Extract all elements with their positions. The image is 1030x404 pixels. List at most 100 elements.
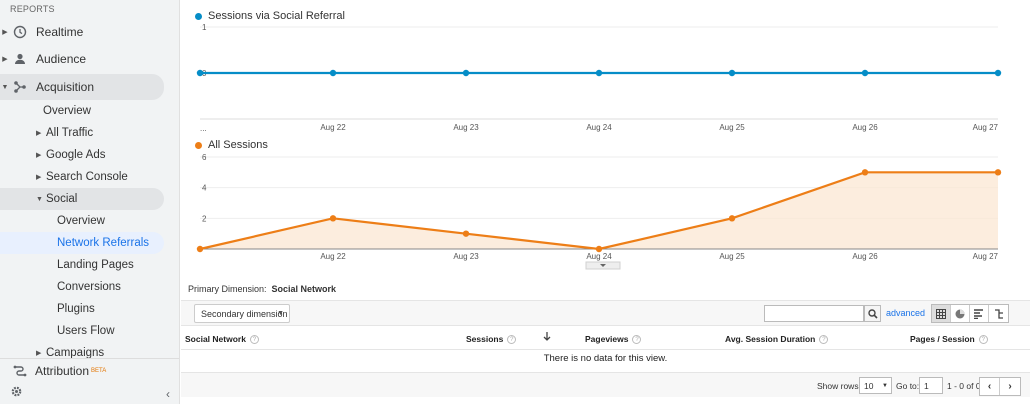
legend-label: Sessions via Social Referral (208, 10, 345, 22)
sidebar-item-realtime[interactable]: ▶ Realtime (0, 20, 164, 44)
caret-right-icon: ▶ (36, 152, 42, 159)
sidebar-item-campaigns[interactable]: ▶ Campaigns (36, 342, 104, 364)
gear-icon[interactable] (10, 385, 23, 403)
sidebar-item-landing-pages[interactable]: Landing Pages (57, 254, 134, 276)
acquisition-icon (10, 79, 30, 95)
pie-view-icon[interactable] (951, 305, 970, 322)
chevron-down-icon (600, 264, 606, 267)
attribution-icon (10, 364, 30, 378)
data-point (861, 169, 869, 176)
sidebar-item-conversions[interactable]: Conversions (57, 276, 121, 298)
y-tick-label: 2 (202, 214, 207, 223)
goto-label: Go to: (896, 381, 920, 391)
sidebar-item-social[interactable]: ▼ Social (0, 188, 164, 210)
help-icon[interactable]: ? (507, 334, 517, 344)
column-header-pages-per-session[interactable]: Pages / Session? (910, 334, 988, 344)
pivot-view-icon[interactable] (989, 305, 1008, 322)
sidebar-item-label: Conversions (57, 281, 121, 293)
sidebar-item-label: Acquisition (36, 80, 95, 94)
legend-dot (195, 141, 202, 149)
caret-right-icon: ▶ (2, 29, 8, 36)
x-tick-label: Aug 26 (852, 123, 878, 132)
sidebar-item-acquisition[interactable]: ▼ Acquisition (0, 74, 164, 100)
primary-dimension-label: Primary Dimension: (188, 284, 267, 294)
secondary-dimension-label: Secondary dimension (201, 308, 288, 319)
y-tick-label: 1 (202, 23, 207, 32)
next-page-icon[interactable]: › (1008, 381, 1012, 392)
sidebar-item-network-referrals[interactable]: Network Referrals (0, 232, 164, 254)
table-controls: Secondary dimension ▼ advanced (181, 300, 1030, 326)
caret-down-icon: ▼ (1, 83, 9, 91)
sidebar-item-search-console[interactable]: ▶ Search Console (36, 166, 128, 188)
collapse-sidebar-icon[interactable]: ‹ (166, 387, 170, 401)
data-point (994, 69, 1002, 77)
data-point (462, 230, 470, 237)
sidebar: REPORTS ▶ Realtime ▶ Audience ▼ Acquisit… (0, 0, 180, 404)
bottom-chart-legend[interactable]: All Sessions (195, 139, 268, 151)
sidebar-item-label: Overview (43, 105, 91, 117)
primary-dimension-value[interactable]: Social Network (271, 284, 337, 294)
sidebar-item-label: Google Ads (46, 149, 106, 161)
sidebar-item-users-flow[interactable]: Users Flow (57, 320, 115, 342)
sidebar-item-attribution[interactable]: Attribution BETA (0, 358, 179, 382)
search-icon[interactable] (864, 305, 881, 322)
x-tick-label: Aug 27 (973, 123, 999, 132)
top-chart-legend[interactable]: Sessions via Social Referral (195, 10, 345, 22)
caret-right-icon: ▶ (2, 56, 8, 63)
chevron-down-icon: ▼ (882, 382, 888, 389)
clock-icon (10, 24, 30, 40)
table-view-icon[interactable] (932, 305, 951, 322)
search-input[interactable] (764, 305, 864, 322)
x-tick-label: Aug 25 (719, 252, 745, 261)
pager: ‹ › (979, 377, 1021, 396)
sidebar-item-all-traffic[interactable]: ▶ All Traffic (36, 122, 93, 144)
sidebar-footer: ‹ (0, 384, 179, 404)
x-tick-label: Aug 26 (852, 252, 878, 261)
x-tick-label: Aug 27 (973, 252, 999, 261)
help-icon[interactable]: ? (249, 334, 259, 344)
column-header-pageviews[interactable]: Pageviews? (585, 334, 642, 344)
x-tick-label: Aug 22 (320, 123, 346, 132)
sidebar-item-label: Attribution (35, 363, 90, 378)
help-icon[interactable]: ? (819, 334, 829, 344)
show-rows-select[interactable]: 10 ▼ (859, 377, 892, 394)
sidebar-item-label: Landing Pages (57, 259, 134, 271)
help-icon[interactable]: ? (978, 334, 988, 344)
sidebar-item-label: Audience (36, 52, 87, 66)
sort-desc-icon[interactable] (543, 332, 551, 342)
performance-view-icon[interactable] (970, 305, 989, 322)
column-label: Sessions (466, 334, 504, 344)
help-icon[interactable]: ? (632, 334, 642, 344)
column-label: Pages / Session (910, 334, 975, 344)
sidebar-item-label: Plugins (57, 303, 95, 315)
area-fill (200, 172, 998, 249)
table-header: Social Network? Sessions? Pageviews? Avg… (181, 328, 1030, 350)
data-point (196, 69, 204, 77)
data-point (994, 169, 1002, 176)
data-point (196, 245, 204, 253)
column-label: Avg. Session Duration (725, 334, 816, 344)
sidebar-item-audience[interactable]: ▶ Audience (0, 47, 164, 71)
data-point (728, 215, 736, 222)
x-tick-label: Aug 23 (453, 123, 479, 132)
sidebar-item-social-overview[interactable]: Overview (57, 210, 105, 232)
prev-page-icon[interactable]: ‹ (980, 378, 1000, 395)
secondary-dimension-dropdown[interactable]: Secondary dimension ▼ (194, 304, 290, 323)
column-header-sessions[interactable]: Sessions? (466, 334, 517, 344)
data-point (861, 69, 869, 77)
x-tick-label: Aug 24 (586, 123, 612, 132)
column-label: Social Network (185, 334, 246, 344)
beta-badge: BETA (91, 367, 107, 374)
sidebar-item-plugins[interactable]: Plugins (57, 298, 95, 320)
sidebar-item-google-ads[interactable]: ▶ Google Ads (36, 144, 105, 166)
legend-label: All Sessions (208, 139, 268, 151)
person-icon (10, 51, 30, 67)
goto-input[interactable]: 1 (919, 377, 943, 394)
x-tick-label: Aug 25 (719, 123, 745, 132)
column-header-avg-session-duration[interactable]: Avg. Session Duration? (725, 334, 829, 344)
row-range: 1 - 0 of 0 (947, 381, 981, 391)
advanced-link[interactable]: advanced (886, 308, 926, 318)
sidebar-item-overview[interactable]: Overview (43, 100, 91, 122)
column-header-social-network[interactable]: Social Network? (185, 334, 259, 344)
